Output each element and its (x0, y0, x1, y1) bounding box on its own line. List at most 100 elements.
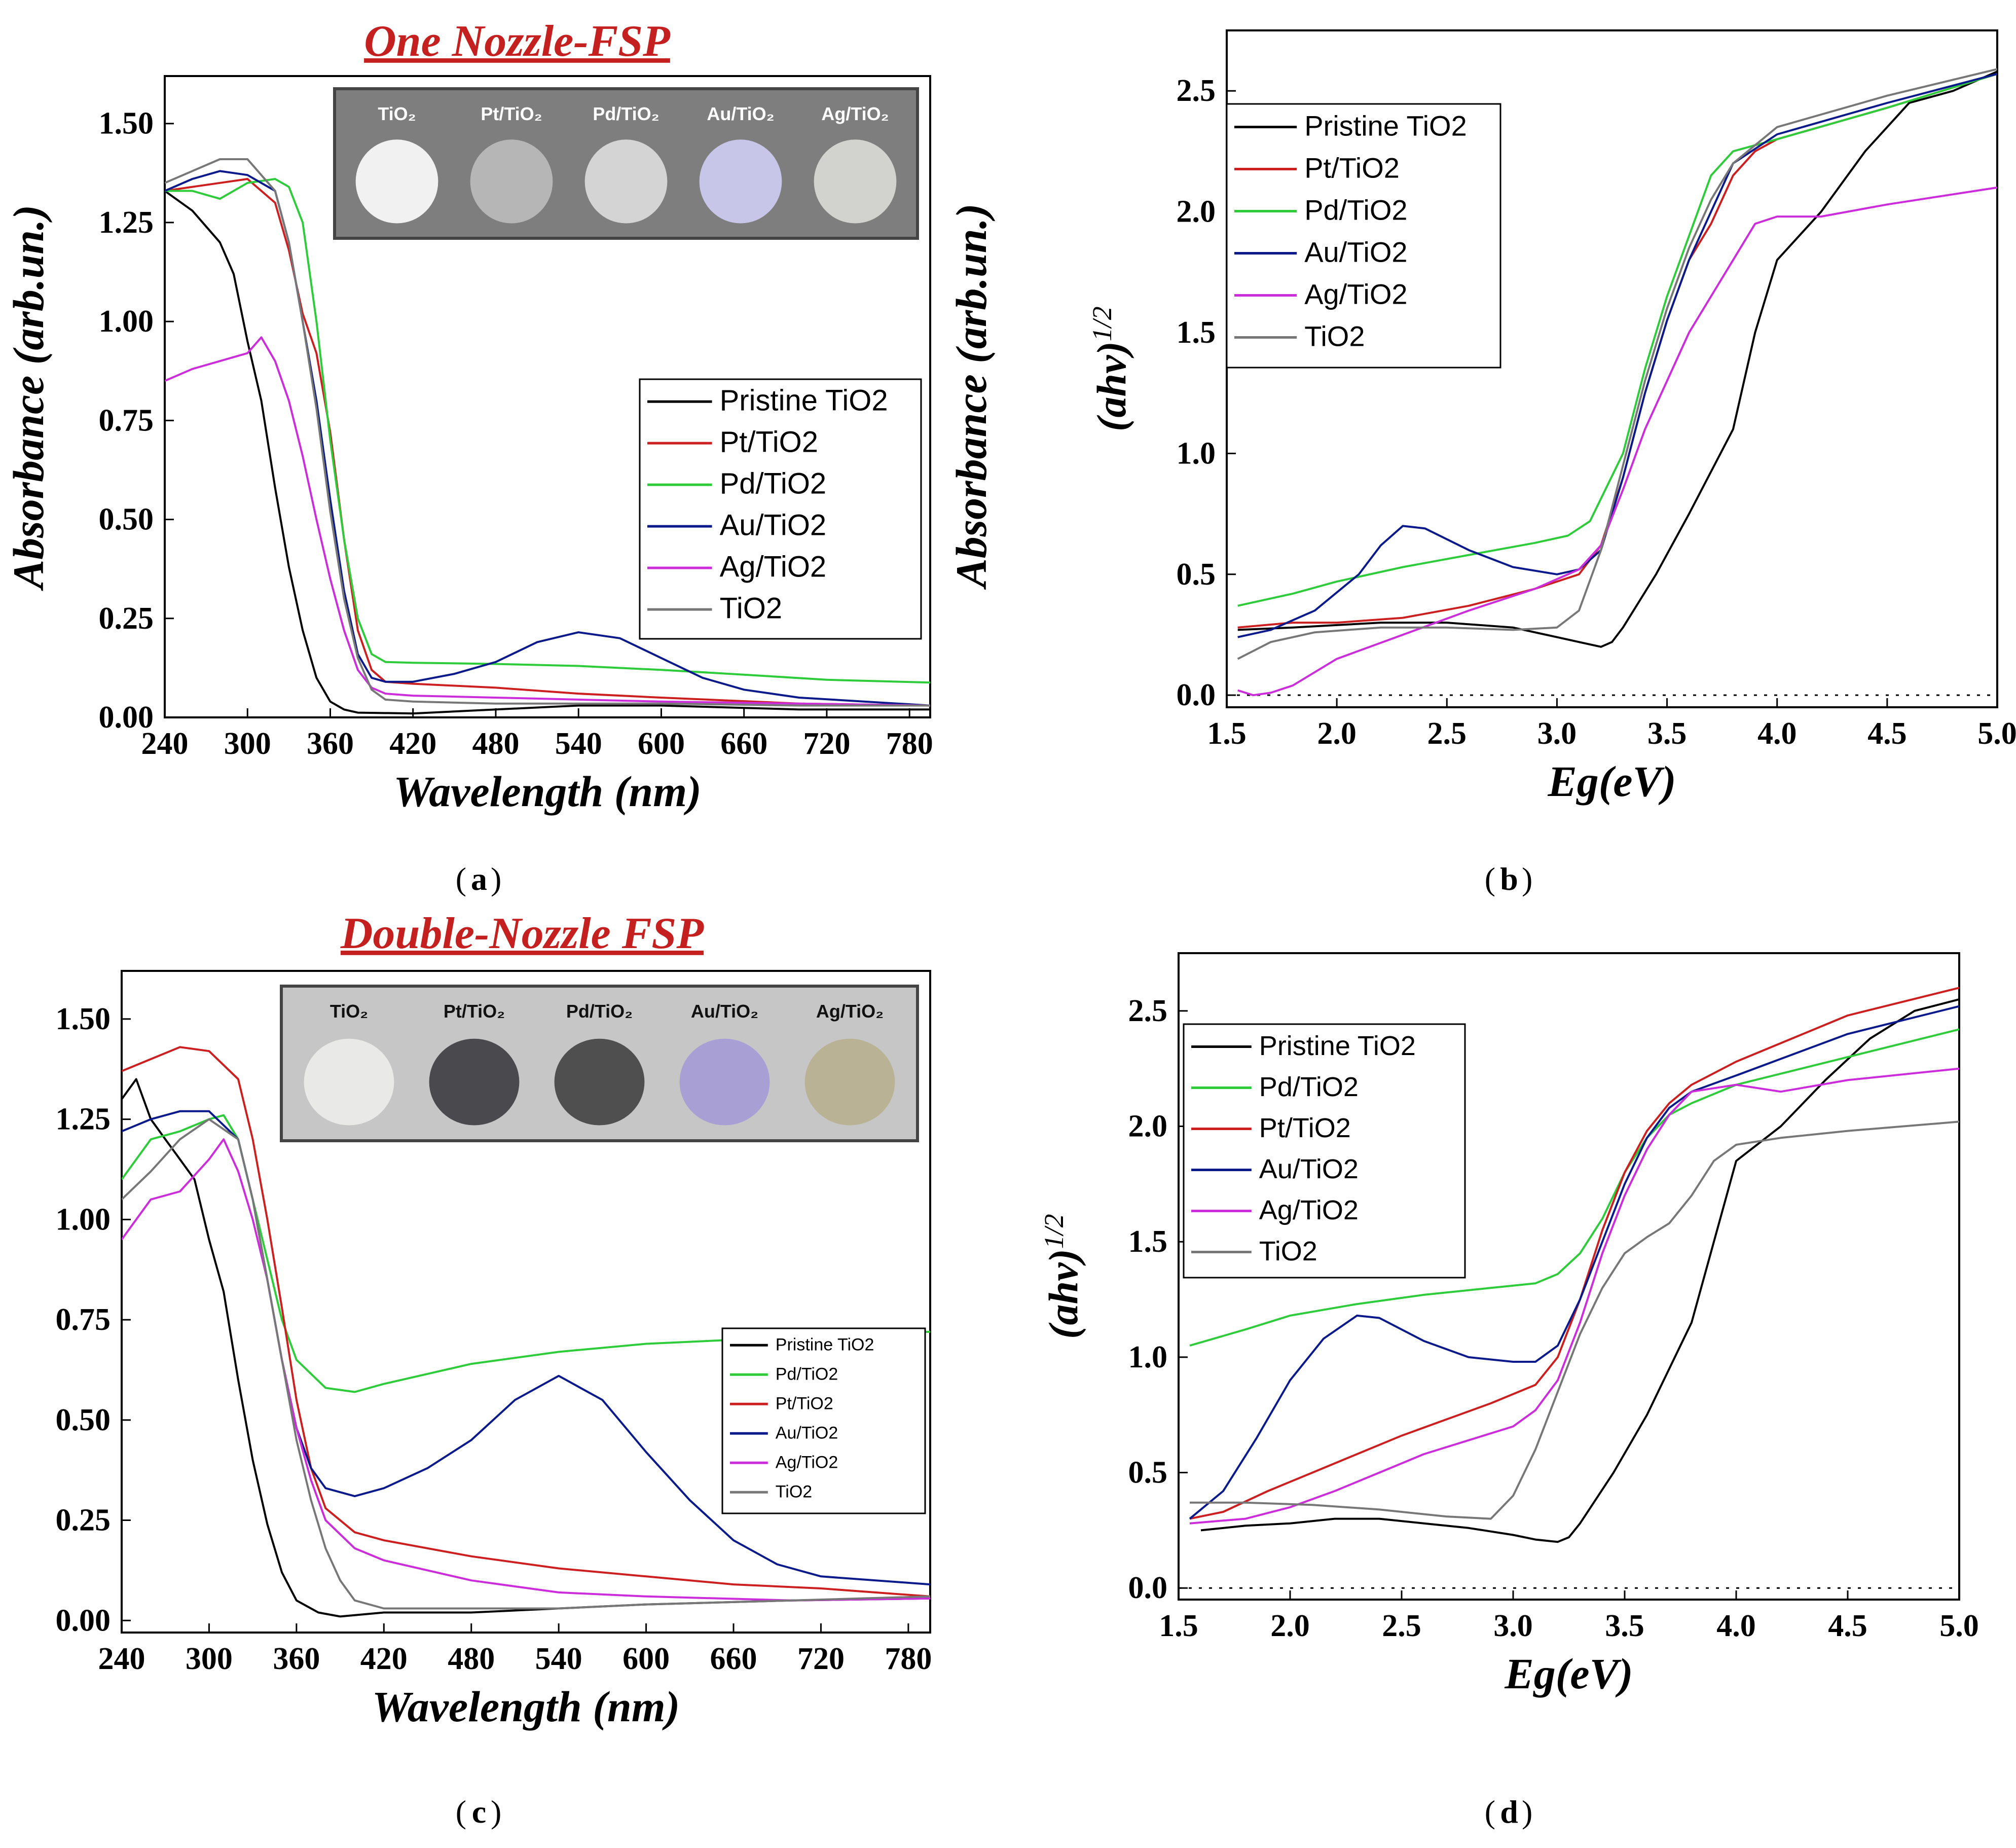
panel-d-label: d (1500, 1794, 1518, 1830)
series-line-tio2 (165, 158, 930, 707)
panel-b-label-open: ( (1485, 861, 1495, 897)
series-line-tio2 (1237, 68, 1997, 660)
x-tick-label: 780 (885, 1642, 932, 1676)
y-axis-label: (ahv)1/2 (1087, 306, 1134, 431)
y-tick-label: 0.0 (1128, 1571, 1168, 1605)
legend-label-pt-tio2: Pt/TiO2 (720, 426, 818, 459)
legend-label-pristine-tio2: Pristine TiO2 (1304, 110, 1467, 141)
legend-label-pd-tio2: Pd/TiO2 (720, 467, 827, 500)
legend-label-pt-tio2: Pt/TiO2 (776, 1394, 833, 1414)
legend-box (1183, 1023, 1466, 1279)
y-tick-label: 0.0 (1177, 678, 1216, 712)
legend-label-pristine-tio2: Pristine TiO2 (1259, 1031, 1416, 1061)
panel-b-label-close: ) (1522, 861, 1532, 897)
y-tick-label: 2.0 (1128, 1109, 1168, 1144)
sample-powder-2 (429, 1038, 520, 1126)
series-group (1237, 68, 1997, 697)
x-axis-label: Wavelength (nm) (372, 1682, 680, 1731)
x-tick-label: 4.0 (1757, 716, 1797, 751)
inset-label: Ag/TiO₂ (816, 1001, 884, 1022)
y-tick-label: 1.0 (1128, 1340, 1168, 1374)
x-tick-label: 2.0 (1270, 1609, 1310, 1643)
y-tick-label: 1.0 (1177, 436, 1216, 470)
y-tick-label: 1.25 (99, 205, 154, 240)
panel-c-label-open: ( (456, 1794, 466, 1830)
x-tick-label: 2.5 (1382, 1609, 1421, 1643)
x-tick-label: 240 (141, 727, 189, 761)
x-tick-label: 1.5 (1207, 716, 1247, 751)
y-tick-label: 2.5 (1177, 74, 1216, 108)
x-tick-label: 480 (448, 1642, 495, 1676)
sample-powder-2 (470, 139, 553, 224)
series-line-tio2 (1190, 1120, 1959, 1520)
panel-a-label-open: ( (456, 861, 466, 897)
series-line-pd-tio2 (165, 178, 930, 684)
series-line-pristine-tio2 (165, 190, 930, 715)
x-tick-label: 660 (720, 727, 767, 761)
x-tick-label: 420 (360, 1642, 408, 1676)
legend-box (639, 378, 922, 640)
legend: Pristine TiO2 Pt/TiO2 Pd/TiO2 Au/TiO2 Ag/TiO… (639, 378, 922, 640)
x-tick-label: 780 (886, 727, 933, 761)
x-tick-label: 4.0 (1716, 1609, 1756, 1643)
x-tick-label: 540 (555, 727, 602, 761)
series-line-tio2 (122, 1118, 930, 1610)
series-line-pd-tio2 (1189, 1028, 1959, 1347)
legend: Pristine TiO2 Pd/TiO2 Pt/TiO2 Au/TiO2 Ag/TiO… (1183, 1023, 1466, 1279)
inset-label: Au/TiO₂ (707, 103, 774, 124)
legend-label-ag-tio2: Ag/TiO2 (720, 551, 827, 584)
sample-powder-5 (804, 1038, 895, 1126)
y-tick-label: 0.25 (56, 1503, 111, 1538)
x-tick-label: 240 (98, 1642, 145, 1676)
x-tick-label: 4.5 (1828, 1609, 1867, 1643)
inset-label: Pd/TiO₂ (566, 1001, 633, 1022)
legend-box (721, 1327, 926, 1514)
legend-label-pd-tio2: Pd/TiO2 (776, 1365, 838, 1384)
y-axis-label: (ahv)1/2 (1039, 1214, 1086, 1339)
x-tick-label: 360 (307, 727, 354, 761)
legend-label-tio2: TiO2 (776, 1482, 812, 1502)
series-group (122, 1046, 930, 1618)
x-tick-label: 420 (389, 727, 436, 761)
panel-a-title: One Nozzle-FSP (364, 17, 671, 66)
y-tick-label: 0.00 (56, 1603, 111, 1638)
series-group (1189, 987, 1959, 1543)
y-tick-label: 0.5 (1128, 1456, 1168, 1490)
legend-label-au-tio2: Au/TiO2 (1304, 236, 1407, 268)
panel-a-label-close: ) (491, 861, 501, 897)
sample-powder-1 (355, 139, 438, 224)
y-tick-label: 0.5 (1177, 557, 1216, 592)
x-tick-label: 3.0 (1493, 1609, 1533, 1643)
x-tick-label: 480 (472, 727, 519, 761)
panel-c-label: c (472, 1794, 486, 1830)
inset-label: TiO₂ (378, 103, 416, 124)
series-line-ag-tio2 (122, 1138, 930, 1602)
series-line-pristine-tio2 (1200, 998, 1959, 1543)
plot-frame (121, 970, 931, 1634)
x-tick-label: 540 (535, 1642, 582, 1676)
x-tick-label: 300 (186, 1642, 233, 1676)
panel-b-chart: 1.5 2.0 2.5 3.0 3.5 4.0 4.5 5.0 0.0 0.5 1.0 1.5 2.0 2… (947, 29, 2016, 806)
panel-a-chart: 240 300 360 420 480 540 600 660 720 780 0.00 0.25 0.… (4, 75, 933, 816)
y-tick-label: 0.75 (99, 403, 154, 438)
legend-label-pd-tio2: Pd/TiO2 (1259, 1072, 1359, 1102)
y-tick-label: 0.75 (56, 1302, 111, 1337)
sample-powder-3 (584, 139, 668, 224)
panel-d-label-open: ( (1485, 1794, 1495, 1830)
sample-powder-4 (679, 1038, 770, 1126)
series-line-pristine-tio2 (122, 1078, 930, 1618)
legend-label-tio2: TiO2 (720, 592, 783, 625)
legend-label-pristine-tio2: Pristine TiO2 (776, 1335, 874, 1355)
panel-a-label: a (471, 861, 487, 897)
legend-box (1226, 103, 1501, 369)
legend-label-pristine-tio2: Pristine TiO2 (720, 384, 888, 417)
series-group (165, 158, 930, 715)
y-tick-label: 0.50 (99, 502, 154, 537)
x-tick-label: 5.0 (1977, 716, 2016, 751)
series-line-au-tio2 (165, 170, 930, 707)
y-tick-label: 0.25 (99, 601, 154, 636)
y-tick-label: 1.00 (56, 1202, 111, 1237)
x-tick-label: 3.5 (1605, 1609, 1644, 1643)
series-line-au-tio2 (1189, 1005, 1959, 1520)
inset-label: Pt/TiO₂ (481, 103, 542, 124)
